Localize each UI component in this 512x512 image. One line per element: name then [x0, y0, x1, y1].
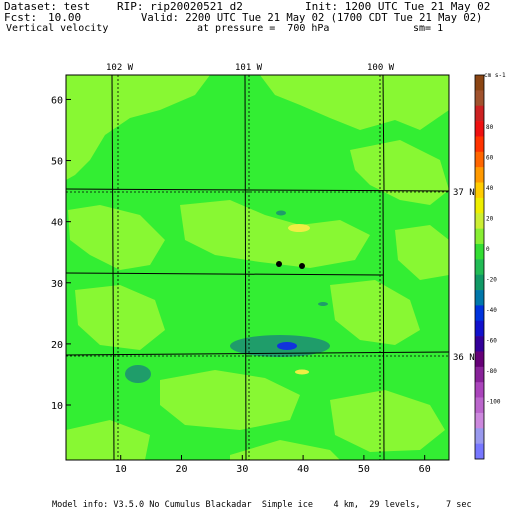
colorbar-swatch — [475, 75, 484, 91]
colorbar-label: -80 — [486, 368, 497, 375]
colorbar-label: -40 — [486, 307, 497, 314]
dataset-label: Dataset: test — [4, 0, 91, 13]
colorbar-swatch — [475, 443, 484, 460]
colorbar-swatch — [475, 90, 484, 107]
colorbar-label: -100 — [486, 399, 501, 406]
smoothing: sm= 1 — [413, 23, 444, 34]
boundaries — [66, 75, 449, 460]
station-marker — [299, 263, 305, 269]
colorbar-swatch — [475, 397, 484, 414]
colorbar-label: -60 — [486, 338, 497, 345]
y-tick-label: 20 — [51, 340, 63, 351]
station-marker — [276, 261, 282, 267]
strong-downdraft-core — [277, 342, 297, 350]
y-tick-label: 40 — [51, 218, 63, 229]
x-tick-label: 20 — [176, 464, 188, 475]
rip-label: RIP: rip20020521 d2 — [117, 0, 243, 13]
field-map — [66, 75, 449, 460]
colorbar-swatch — [475, 136, 484, 153]
y-axis: 60 50 40 30 20 10 — [51, 95, 71, 412]
x-tick-label: 30 — [236, 464, 248, 475]
colorbar-swatch — [475, 412, 484, 429]
updraft-region-north — [288, 224, 310, 232]
y-tick-label: 60 — [51, 95, 63, 106]
colorbar-swatch — [475, 305, 484, 322]
colorbar-label: 60 — [486, 155, 494, 162]
x-tick-label: 10 — [115, 464, 127, 475]
colorbar-swatch — [475, 428, 484, 444]
colorbar-swatch — [475, 351, 484, 368]
model-info: Model info: V3.5.0 No Cumulus Blackadar … — [52, 500, 472, 510]
colorbar-frame — [474, 74, 485, 460]
lon-label-101w: 101 W — [235, 63, 263, 73]
colorbar-swatch — [475, 213, 484, 229]
color-scale: 80 60 40 20 0 -20 -40 -60 -80 -100 — [474, 74, 501, 460]
colorbar-swatch — [475, 228, 484, 245]
colorbar-swatch — [475, 259, 484, 275]
colorbar-label: 20 — [486, 216, 494, 223]
colorbar-swatch — [475, 243, 484, 260]
x-tick-label: 50 — [358, 464, 370, 475]
pressure-level: at pressure = 700 hPa — [197, 23, 330, 34]
init-time: Init: 1200 UTC Tue 21 May 02 — [305, 0, 491, 13]
downdraft-spot-east — [318, 302, 328, 306]
colorbar-swatch — [475, 290, 484, 306]
x-tick-label: 60 — [419, 464, 431, 475]
colorbar-unit: cm s-1 — [484, 72, 506, 79]
y-tick-label: 30 — [51, 279, 63, 290]
lat-label-36n: 36 N — [453, 353, 475, 363]
colorbar-label: 80 — [486, 124, 494, 131]
colorbar-label: 40 — [486, 185, 494, 192]
colorbar-swatch — [475, 121, 484, 137]
valid-time: Valid: 2200 UTC Tue 21 May 02 (1700 CDT … — [141, 12, 483, 24]
colorbar-swatch — [475, 105, 484, 122]
colorbar-swatch — [475, 336, 484, 352]
colorbar-swatch — [475, 320, 484, 337]
fcst-value: 10.00 — [48, 11, 82, 24]
downdraft-spot-north — [276, 210, 286, 216]
updraft-region-south — [295, 369, 309, 375]
y-tick-label: 10 — [51, 401, 63, 412]
x-axis: 10 20 30 40 50 60 — [115, 455, 431, 475]
downdraft-region-west — [125, 365, 151, 383]
light-green-regions — [66, 75, 449, 460]
colorbar-swatch — [475, 274, 484, 291]
lat-label-37n: 37 N — [453, 188, 475, 198]
lon-label-102w: 102 W — [106, 63, 134, 73]
colorbar-label: -20 — [486, 277, 497, 284]
fcst-label: Fcst: — [4, 11, 38, 24]
lon-label-100w: 100 W — [367, 63, 395, 73]
graticule — [66, 75, 449, 460]
field-name: Vertical velocity — [6, 23, 109, 34]
colorbar-label: 0 — [486, 246, 490, 253]
colorbar-swatch — [475, 382, 484, 398]
colorbar-swatch — [475, 151, 484, 168]
colorbar-swatch — [475, 182, 484, 199]
colorbar-swatch — [475, 197, 484, 214]
plot-frame — [65, 74, 450, 461]
colorbar-swatch — [475, 366, 484, 383]
y-tick-label: 50 — [51, 157, 63, 168]
colorbar-swatch — [475, 167, 484, 183]
x-tick-label: 40 — [297, 464, 309, 475]
